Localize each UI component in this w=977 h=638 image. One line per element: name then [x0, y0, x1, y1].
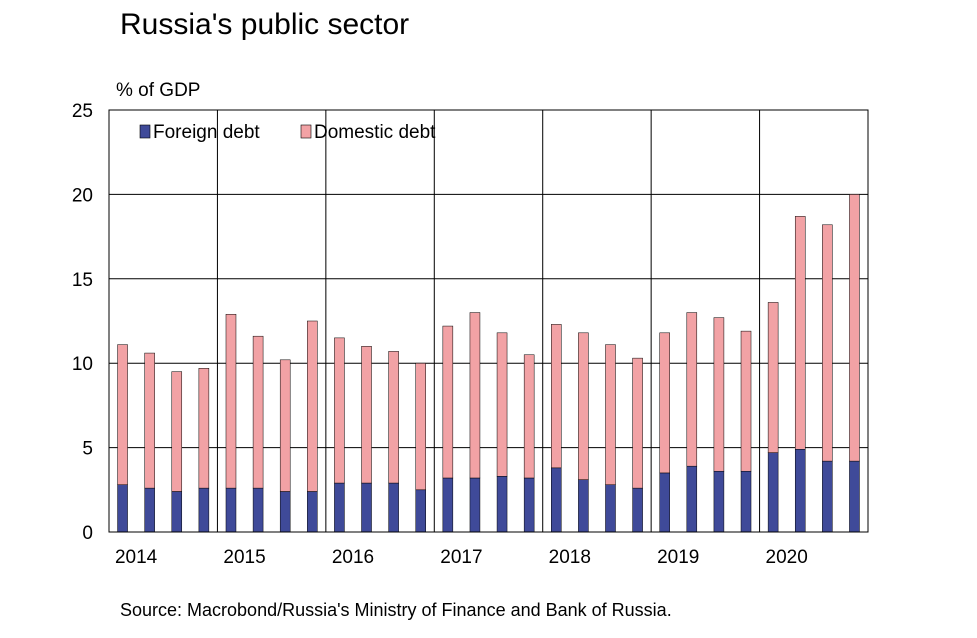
- bar-foreign-debt: [469, 477, 481, 533]
- bar-domestic-debt: [849, 194, 860, 462]
- bar-domestic-debt: [605, 344, 616, 485]
- bar-foreign-debt: [361, 482, 372, 533]
- bar-domestic-debt: [794, 216, 806, 450]
- bars: [117, 194, 860, 533]
- bar-domestic-debt: [740, 330, 752, 472]
- y-tick-label: 10: [72, 354, 93, 375]
- bar-foreign-debt: [822, 460, 833, 533]
- y-tick-label: 25: [72, 101, 93, 122]
- legend-swatch: [300, 124, 312, 139]
- bar-domestic-debt: [307, 320, 318, 492]
- bar-foreign-debt: [794, 449, 806, 533]
- x-tick-label: 2014: [115, 547, 158, 568]
- y-tick-label: 5: [82, 439, 93, 460]
- bar-domestic-debt: [659, 332, 670, 474]
- bar-foreign-debt: [740, 470, 752, 533]
- bar-foreign-debt: [171, 491, 183, 533]
- x-tick-labels: 2014 2015 2016 2017 2018 2019 2020: [115, 547, 808, 568]
- bar-domestic-debt: [713, 317, 725, 472]
- bar-domestic-debt: [686, 312, 698, 467]
- bar-foreign-debt: [605, 484, 616, 533]
- bar-foreign-debt: [415, 489, 426, 533]
- bar-domestic-debt: [496, 332, 508, 477]
- y-tick-labels: 0 5 10 15 20 25: [72, 101, 93, 544]
- bar-domestic-debt: [334, 337, 345, 484]
- y-tick-label: 15: [72, 270, 93, 291]
- bar-foreign-debt: [849, 460, 860, 533]
- bar-domestic-debt: [198, 368, 210, 489]
- chart-title: Russia's public sector: [120, 8, 410, 41]
- bar-foreign-debt: [307, 491, 318, 533]
- bar-foreign-debt: [144, 487, 155, 533]
- bar-domestic-debt: [117, 344, 128, 485]
- bar-foreign-debt: [279, 491, 291, 533]
- bar-foreign-debt: [686, 465, 698, 533]
- bar-foreign-debt: [578, 479, 589, 533]
- bar-foreign-debt: [334, 482, 345, 533]
- y-tick-label: 0: [82, 523, 93, 544]
- bar-domestic-debt: [225, 313, 237, 489]
- bar-foreign-debt: [551, 467, 562, 533]
- bar-foreign-debt: [632, 487, 643, 533]
- legend-label: Domestic debt: [314, 122, 436, 143]
- bar-foreign-debt: [442, 477, 454, 533]
- bar-domestic-debt: [523, 354, 535, 479]
- x-tick-label: 2018: [549, 547, 591, 568]
- x-tick-label: 2020: [766, 547, 808, 568]
- bar-domestic-debt: [361, 346, 372, 484]
- gridlines: [109, 110, 868, 532]
- bar-foreign-debt: [252, 487, 264, 533]
- bar-foreign-debt: [659, 472, 670, 533]
- legend: Foreign debt Domestic debt: [139, 122, 436, 143]
- bar-domestic-debt: [415, 362, 426, 491]
- bar-domestic-debt: [388, 351, 399, 484]
- legend-swatch: [139, 124, 151, 139]
- bar-foreign-debt: [117, 484, 128, 533]
- x-tick-label: 2016: [332, 547, 374, 568]
- plot-frame: [108, 109, 869, 533]
- y-tick-label: 20: [72, 185, 93, 206]
- y-axis-label: % of GDP: [116, 80, 201, 101]
- bar-domestic-debt: [442, 325, 454, 479]
- bar-foreign-debt: [496, 476, 508, 533]
- bar-domestic-debt: [279, 359, 291, 492]
- bar-domestic-debt: [632, 357, 643, 489]
- bar-foreign-debt: [388, 482, 399, 533]
- bar-domestic-debt: [469, 312, 481, 479]
- x-tick-label: 2017: [440, 547, 482, 568]
- x-tick-label: 2015: [223, 547, 265, 568]
- bar-domestic-debt: [578, 332, 589, 480]
- x-tick-label: 2019: [657, 547, 699, 568]
- bar-domestic-debt: [551, 324, 562, 469]
- bar-foreign-debt: [767, 452, 779, 533]
- bar-foreign-debt: [713, 470, 725, 533]
- bar-foreign-debt: [225, 487, 237, 533]
- bar-domestic-debt: [822, 224, 833, 462]
- bar-domestic-debt: [171, 371, 183, 492]
- bar-domestic-debt: [144, 352, 155, 489]
- bar-domestic-debt: [252, 335, 264, 489]
- legend-label: Foreign debt: [153, 122, 260, 143]
- bar-domestic-debt: [767, 302, 779, 453]
- bar-foreign-debt: [523, 477, 535, 533]
- source-note: Source: Macrobond/Russia's Ministry of F…: [120, 600, 672, 620]
- bar-foreign-debt: [198, 487, 210, 533]
